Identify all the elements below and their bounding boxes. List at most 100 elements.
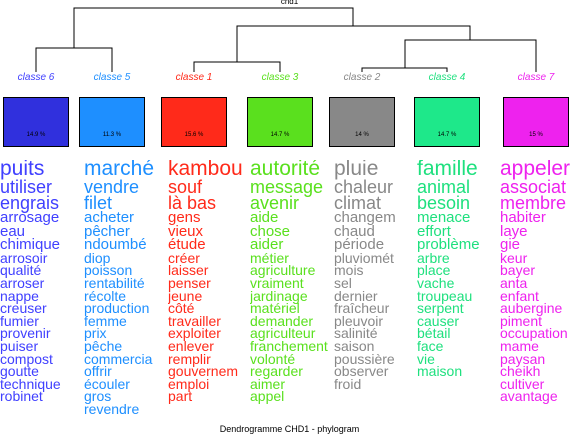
word: femme (84, 312, 127, 329)
word: chose (250, 222, 291, 240)
word: menace (417, 209, 471, 227)
word: diop (84, 249, 111, 266)
word: acheter (84, 209, 135, 227)
word: jeune (168, 287, 203, 304)
word: arrosoir (0, 249, 48, 266)
word: aide (250, 209, 279, 227)
word: appeler (500, 160, 571, 180)
word: pleuvoir (334, 312, 384, 329)
word: puiser (0, 337, 39, 354)
word: vendre (84, 176, 140, 197)
word: gie (500, 236, 521, 254)
word: côté (168, 300, 195, 317)
word: vraiment (250, 275, 304, 291)
word: marché (84, 160, 155, 180)
word: compost (0, 350, 53, 367)
word: gens (168, 209, 201, 227)
word: puits (0, 160, 45, 180)
word: avenir (250, 193, 300, 214)
class-label: classe 5 (93, 72, 131, 83)
word: prix (84, 325, 107, 342)
word: habiter (500, 209, 546, 227)
word: creuser (0, 300, 47, 317)
class-box: 14.9 % (3, 97, 69, 147)
tree-branches (35, 7, 537, 72)
word: période (334, 236, 385, 254)
word: commercia (84, 350, 153, 367)
word: technique (0, 375, 61, 392)
class-label: classe 1 (175, 72, 213, 83)
word: troupeau (417, 287, 473, 304)
word: chimique (0, 236, 61, 254)
word: animal (417, 176, 471, 197)
footer: Dendrogramme CHD1 - phylogram (219, 424, 360, 434)
word: production (84, 300, 150, 317)
class-label: classe 6 (17, 72, 55, 83)
word: besoin (417, 193, 471, 214)
word: message (250, 176, 324, 197)
word: pêche (84, 337, 123, 354)
word: vache (417, 275, 455, 291)
word: créer (168, 249, 200, 266)
word: bayer (500, 262, 536, 279)
word: écouler (84, 375, 130, 392)
word-column: kambou souf là bas gens vieux étude créer laiss… (168, 160, 252, 426)
word-column: pluie chaleur climat changem chaud période plu… (334, 160, 418, 426)
word: pêcher (84, 222, 130, 240)
word: là bas (168, 193, 217, 214)
word: climat (334, 193, 382, 214)
word: aimer (250, 375, 286, 392)
word: agriculture (250, 262, 316, 279)
class-box: 15 % (503, 97, 569, 147)
word: récolte (84, 287, 127, 304)
word: laye (500, 222, 528, 240)
word: vieux (168, 222, 204, 240)
word-column: puits utiliser engrais arrosage eau chimique a… (0, 160, 84, 426)
word: laisser (168, 262, 209, 279)
word: agriculteur (250, 325, 316, 342)
word: arroser (0, 275, 45, 291)
word: appel (250, 388, 285, 405)
word: eau (0, 222, 26, 240)
word: face (417, 337, 444, 354)
word: famille (417, 160, 478, 180)
word: jardinage (250, 287, 308, 304)
word: provenir (0, 325, 51, 342)
word: associat (500, 176, 567, 197)
word: ndoumbé (84, 236, 147, 254)
word: problème (417, 236, 480, 254)
word: métier (250, 249, 289, 266)
word: causer (417, 312, 460, 329)
word: kambou (168, 160, 243, 180)
word: fumier (0, 312, 39, 329)
word: cheikh (500, 363, 541, 380)
word: souf (168, 176, 203, 197)
word: place (417, 262, 451, 279)
word: rentabilité (84, 275, 145, 291)
word: filet (84, 193, 113, 214)
word: qualité (0, 262, 42, 279)
word: demander (250, 312, 314, 329)
word: avantage (500, 388, 558, 405)
word: saison (334, 337, 375, 354)
word: mois (334, 262, 364, 279)
class-label: classe 3 (261, 72, 299, 83)
word: regarder (250, 363, 303, 380)
word-column: autorité message avenir aide chose aider métie… (250, 160, 334, 426)
word: membre (500, 193, 567, 214)
word: anta (500, 275, 528, 291)
word: dernier (334, 287, 378, 304)
word: nappe (0, 287, 39, 304)
word: revendre (84, 400, 140, 417)
word: mame (500, 337, 539, 354)
word: changem (334, 209, 396, 227)
word: poisson (84, 262, 133, 279)
word: froid (334, 375, 362, 392)
word: robinet (0, 388, 43, 405)
word-column: marché vendre filet acheter pêcher ndoumbé dio… (84, 160, 168, 426)
word: observer (334, 363, 389, 380)
word-column: famille animal besoin menace effort problème a… (417, 160, 501, 426)
word: gros (84, 388, 112, 405)
word: occupation (500, 325, 568, 342)
word: autorité (250, 160, 321, 180)
